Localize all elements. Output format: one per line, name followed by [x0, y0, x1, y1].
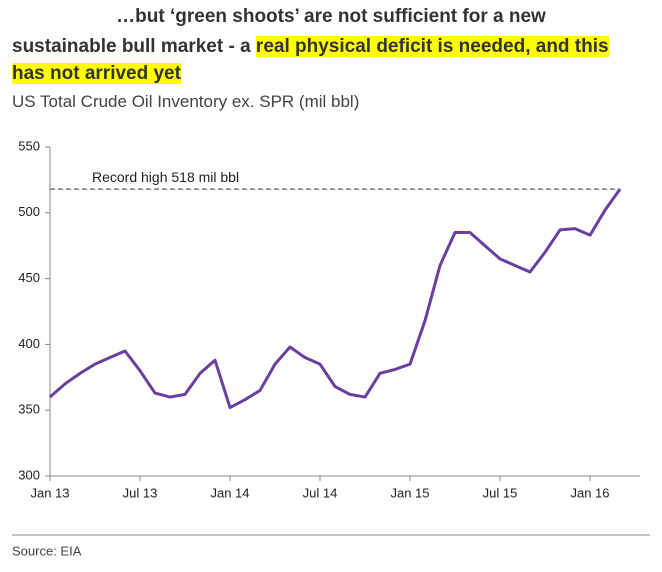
- headline-line: …but ‘green shoots’ are not sufficient f…: [0, 6, 662, 28]
- x-tick-label: Jul 15: [483, 485, 518, 500]
- y-tick-label: 400: [18, 336, 40, 351]
- x-tick-label: Jan 16: [570, 485, 609, 500]
- headline-line: has not arrived yet: [12, 63, 662, 85]
- source: Source: EIA: [12, 543, 82, 558]
- headline-highlight: real physical deficit is needed, and thi…: [255, 36, 609, 57]
- x-tick-label: Jul 14: [303, 485, 338, 500]
- chart-title: US Total Crude Oil Inventory ex. SPR (mi…: [12, 92, 360, 111]
- x-tick-label: Jul 13: [123, 485, 158, 500]
- series-line: [49, 188, 622, 410]
- y-tick-label: 550: [18, 138, 40, 153]
- headline-line: sustainable bull market - a real physica…: [12, 36, 662, 58]
- y-tick-label: 350: [18, 402, 40, 417]
- x-tick-label: Jan 14: [210, 485, 249, 500]
- headline-text: …but ‘green shoots’ are not sufficient f…: [116, 6, 546, 27]
- headline-text: sustainable bull market - a: [12, 36, 256, 57]
- x-tick-label: Jan 13: [30, 485, 69, 500]
- y-tick-label: 450: [18, 270, 40, 285]
- annotation: Record high 518 mil bbl: [92, 169, 239, 185]
- y-tick-label: 300: [18, 467, 40, 482]
- x-tick-label: Jan 15: [390, 485, 429, 500]
- y-tick-label: 500: [18, 204, 40, 219]
- headline-highlight: has not arrived yet: [12, 63, 181, 84]
